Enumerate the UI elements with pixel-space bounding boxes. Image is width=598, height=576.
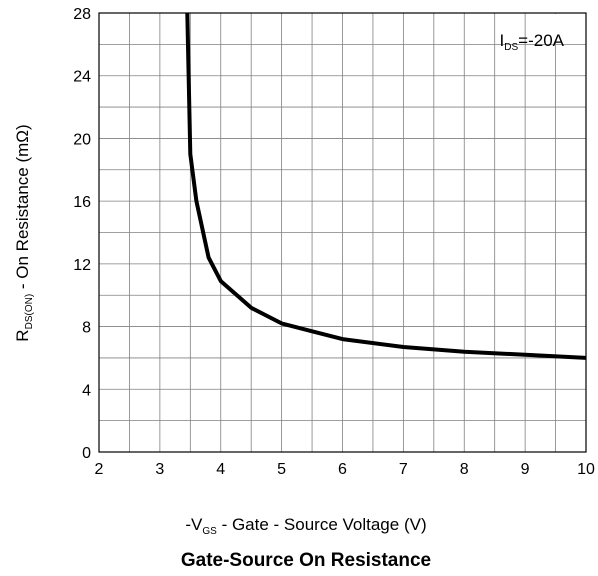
x-tick-label: 3	[155, 461, 164, 478]
annotation-background	[549, 14, 585, 42]
y-tick-label: 16	[73, 194, 91, 211]
y-tick-label: 28	[73, 6, 91, 23]
chart-title: Gate-Source On Resistance	[181, 550, 431, 571]
x-axis-label: -VGS - Gate - Source Voltage (V)	[185, 515, 426, 537]
series	[185, 12, 587, 360]
x-tick-label: 4	[216, 461, 225, 478]
y-tick-label: 12	[73, 257, 91, 274]
annotation-box: IDS=-20A	[500, 14, 585, 53]
x-tick-label: 8	[460, 461, 469, 478]
x-tick-label: 7	[399, 461, 408, 478]
grid	[99, 13, 586, 452]
y-tick-label: 20	[73, 131, 91, 148]
x-tick-label: 9	[521, 461, 530, 478]
y-tick-labels: 0 4 8 12 16 20 24 28	[73, 6, 91, 462]
x-tick-label: 6	[338, 461, 347, 478]
series-line-0	[185, 12, 587, 360]
x-tick-label: 10	[577, 461, 595, 478]
y-tick-label: 0	[82, 445, 91, 462]
y-tick-label: 8	[82, 320, 91, 337]
y-tick-label: 24	[73, 69, 91, 86]
x-tick-label: 5	[277, 461, 286, 478]
current-annotation: IDS=-20A	[500, 31, 565, 53]
x-tick-label: 2	[95, 461, 104, 478]
y-axis-label: RDS(ON) - On Resistance (mΩ)	[13, 124, 35, 341]
plot-frame	[98, 12, 587, 453]
y-tick-label: 4	[82, 382, 91, 399]
x-tick-labels: 2 3 4 5 6 7 8 9 10	[95, 461, 595, 478]
